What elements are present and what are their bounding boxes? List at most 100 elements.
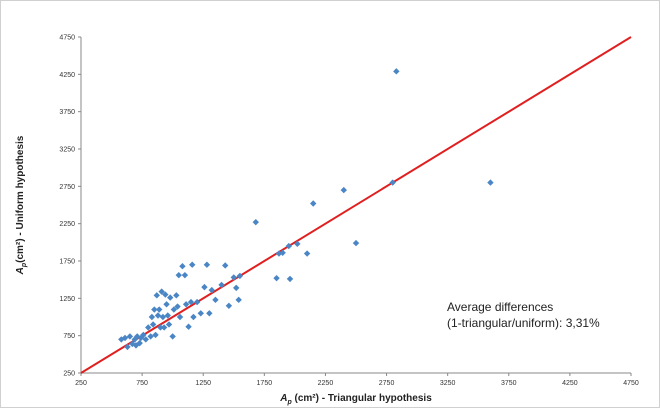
data-point	[208, 286, 215, 294]
data-point	[126, 333, 134, 340]
x-tick-label: 1250	[195, 380, 211, 387]
data-point	[163, 301, 170, 308]
data-point	[160, 324, 168, 331]
x-tick-label: 4250	[562, 380, 578, 387]
x-tick-label: 3750	[501, 380, 517, 387]
data-point	[154, 312, 162, 319]
y-axis-title-sub: p	[21, 262, 28, 268]
data-point	[225, 302, 233, 309]
x-tick-label: 3250	[440, 380, 456, 387]
data-point	[165, 321, 173, 328]
data-point	[233, 284, 240, 292]
data-point	[201, 283, 208, 291]
data-point	[189, 261, 196, 268]
data-point	[158, 288, 165, 295]
data-point	[310, 200, 317, 207]
y-tick-label: 3750	[59, 109, 75, 116]
annotation-line-2: (1-triangular/uniform): 3,31%	[447, 316, 600, 330]
data-point	[294, 240, 301, 248]
data-point	[197, 310, 204, 317]
data-point	[279, 249, 286, 256]
data-point	[236, 272, 244, 280]
y-tick-label: 1750	[59, 259, 75, 266]
data-point	[206, 310, 213, 317]
data-point	[176, 313, 184, 321]
data-point	[193, 298, 201, 306]
y-axis-title-main: A	[15, 267, 26, 275]
data-point	[153, 292, 160, 299]
data-point	[167, 294, 174, 301]
x-axis-title-sub: p	[286, 399, 292, 406]
data-point	[179, 263, 186, 270]
data-point	[164, 312, 171, 319]
data-point	[157, 324, 164, 331]
y-tick-label: 250	[63, 371, 75, 378]
data-point	[181, 271, 189, 279]
y-tick-label: 1250	[59, 296, 75, 303]
axes	[80, 37, 631, 374]
data-point	[147, 333, 154, 340]
data-point	[124, 343, 131, 351]
data-point	[159, 313, 167, 321]
data-point	[352, 239, 360, 247]
data-point	[145, 324, 152, 331]
data-point	[187, 298, 195, 306]
data-point	[190, 313, 197, 321]
data-point	[173, 292, 180, 299]
data-point	[140, 331, 147, 339]
y-tick-label: 2750	[59, 184, 75, 191]
x-tick-label: 250	[75, 380, 87, 387]
x-axis-title-main: A	[279, 393, 287, 404]
y-tick-label: 4250	[59, 72, 75, 79]
x-tick-label: 2750	[379, 380, 395, 387]
data-point	[152, 331, 159, 339]
data-point	[222, 262, 229, 269]
y-tick-label: 3250	[59, 147, 75, 154]
data-points	[118, 68, 494, 351]
data-point	[212, 296, 219, 304]
y-axis-title: Ap(cm²) - Uniform hypothesis	[15, 135, 28, 275]
data-point	[148, 313, 156, 321]
data-point	[389, 179, 396, 186]
data-point	[170, 306, 178, 313]
x-axis-title-rest: (cm²) - Triangular hypothesis	[292, 393, 432, 404]
data-point	[162, 291, 169, 298]
data-point	[174, 303, 181, 310]
data-point	[182, 301, 190, 308]
data-point	[218, 281, 225, 289]
data-point	[303, 250, 311, 257]
data-point	[285, 242, 292, 250]
data-point	[393, 68, 400, 75]
annotation-line-1: Average differences	[447, 300, 553, 314]
data-point	[235, 296, 242, 304]
data-point	[487, 179, 494, 186]
y-tick-label: 750	[63, 333, 75, 340]
x-axis-title: Ap (cm²) - Triangular hypothesis	[279, 393, 432, 406]
data-point	[142, 336, 149, 343]
y-tick-labels: 250 750 1250 1750 2250 2750 3250 3750 4250 4750	[59, 35, 81, 378]
data-point	[273, 274, 280, 282]
x-tick-labels: 250 750 1250 1750 2250 2750 3250 3750 4250 4750	[75, 373, 639, 387]
data-point	[230, 274, 237, 281]
data-point	[340, 186, 347, 194]
data-point	[151, 306, 158, 313]
data-point	[136, 339, 143, 347]
data-point	[156, 306, 163, 313]
x-tick-label: 4750	[623, 380, 639, 387]
y-tick-label: 4750	[59, 35, 75, 42]
data-point	[203, 261, 211, 268]
data-point	[149, 321, 157, 328]
data-point	[286, 275, 294, 283]
y-axis-title-rest: (cm²) - Uniform hypothesis	[15, 135, 26, 263]
x-tick-label: 1750	[257, 380, 273, 387]
data-point	[169, 333, 176, 340]
data-point	[252, 218, 259, 226]
x-tick-label: 750	[136, 380, 148, 387]
reference-line	[80, 36, 632, 374]
data-point	[175, 271, 182, 279]
x-tick-label: 2250	[318, 380, 334, 387]
data-point	[185, 323, 192, 330]
data-point	[121, 334, 129, 342]
